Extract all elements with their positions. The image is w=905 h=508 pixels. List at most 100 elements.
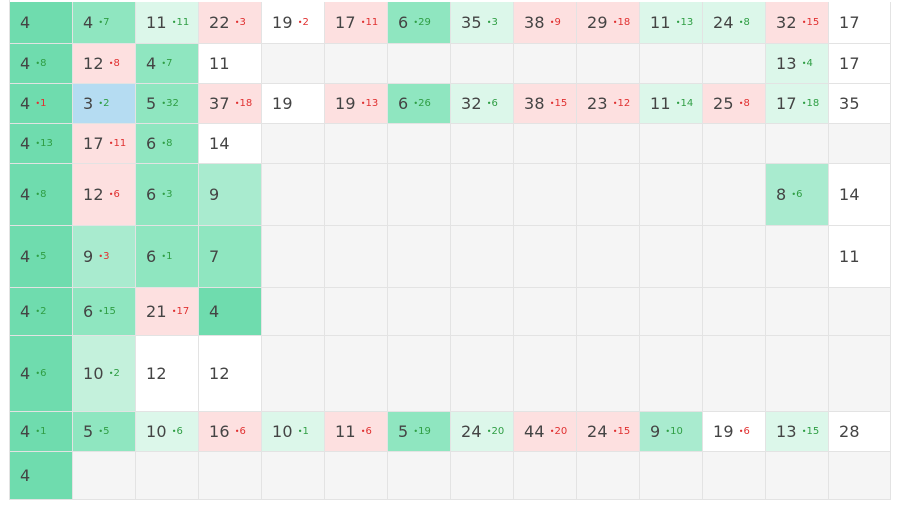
grid-cell[interactable]: 24 •15: [577, 412, 640, 452]
grid-cell[interactable]: 4: [10, 2, 73, 44]
grid-cell[interactable]: 4 •5: [10, 226, 73, 288]
grid-cell[interactable]: 38 •15: [514, 84, 577, 124]
grid-cell[interactable]: 4 •13: [10, 124, 73, 164]
delta-value: 20: [554, 426, 568, 437]
grid-cell[interactable]: 5 •19: [388, 412, 451, 452]
delta-dot-icon: •: [738, 427, 744, 436]
grid-cell[interactable]: 17 •11: [325, 2, 388, 44]
grid-cell-empty: [325, 44, 388, 84]
grid-cell[interactable]: 3 •2: [73, 84, 136, 124]
delta-down-indicator: •3: [235, 17, 246, 28]
cell-value: 21: [146, 302, 167, 321]
grid-cell[interactable]: 11 •6: [325, 412, 388, 452]
delta-dot-icon: •: [35, 190, 41, 199]
grid-cell[interactable]: 32 •6: [451, 84, 514, 124]
grid-cell[interactable]: 8 •6: [766, 164, 829, 226]
delta-down-indicator: •17: [172, 306, 189, 317]
grid-cell-empty: [577, 452, 640, 500]
grid-cell[interactable]: 16 •6: [199, 412, 262, 452]
grid-cell-empty: [388, 452, 451, 500]
grid-cell[interactable]: 13 •4: [766, 44, 829, 84]
cell-value: 17: [335, 13, 356, 32]
grid-cell[interactable]: 38 •9: [514, 2, 577, 44]
grid-cell[interactable]: 28: [829, 412, 891, 452]
delta-value: 3: [239, 17, 246, 28]
grid-cell[interactable]: 17 •11: [73, 124, 136, 164]
delta-dot-icon: •: [98, 307, 104, 316]
cell-value: 32: [461, 94, 482, 113]
grid-cell[interactable]: 12 •6: [73, 164, 136, 226]
grid-cell[interactable]: 10 •2: [73, 336, 136, 412]
grid-cell[interactable]: 9 •3: [73, 226, 136, 288]
grid-cell[interactable]: 21 •17: [136, 288, 199, 336]
grid-cell[interactable]: 11 •11: [136, 2, 199, 44]
grid-cell[interactable]: 4 •1: [10, 84, 73, 124]
grid-cell[interactable]: 6 •1: [136, 226, 199, 288]
grid-cell[interactable]: 4 •2: [10, 288, 73, 336]
grid-cell[interactable]: 35 •3: [451, 2, 514, 44]
grid-cell[interactable]: 4 •7: [136, 44, 199, 84]
grid-cell[interactable]: 4: [10, 452, 73, 500]
delta-value: 17: [176, 306, 190, 317]
grid-cell[interactable]: 35: [829, 84, 891, 124]
delta-value: 6: [113, 189, 120, 200]
grid-cell[interactable]: 19 •2: [262, 2, 325, 44]
grid-cell[interactable]: 23 •12: [577, 84, 640, 124]
grid-cell[interactable]: 4 •8: [10, 164, 73, 226]
grid-cell[interactable]: 12: [136, 336, 199, 412]
grid-cell[interactable]: 4 •6: [10, 336, 73, 412]
grid-cell[interactable]: 19: [262, 84, 325, 124]
grid-cell[interactable]: 12: [199, 336, 262, 412]
grid-cell[interactable]: 24 •8: [703, 2, 766, 44]
grid-cell[interactable]: 11 •14: [640, 84, 703, 124]
grid-cell[interactable]: 5 •5: [73, 412, 136, 452]
grid-cell[interactable]: 19 •13: [325, 84, 388, 124]
grid-cell[interactable]: 6 •26: [388, 84, 451, 124]
grid-cell[interactable]: 19 •6: [703, 412, 766, 452]
grid-cell[interactable]: 4 •1: [10, 412, 73, 452]
grid-cell[interactable]: 17: [829, 44, 891, 84]
grid-cell[interactable]: 32 •15: [766, 2, 829, 44]
grid-cell[interactable]: 4 •7: [73, 2, 136, 44]
delta-value: 5: [40, 251, 47, 262]
grid-cell[interactable]: 17 •18: [766, 84, 829, 124]
grid-cell[interactable]: 4: [199, 288, 262, 336]
grid-cell[interactable]: 25 •8: [703, 84, 766, 124]
grid-cell[interactable]: 29 •18: [577, 2, 640, 44]
delta-value: 2: [40, 306, 47, 317]
cell-value: 19: [272, 94, 293, 113]
grid-cell[interactable]: 11 •13: [640, 2, 703, 44]
grid-cell[interactable]: 22 •3: [199, 2, 262, 44]
grid-cell-empty: [829, 124, 891, 164]
grid-cell[interactable]: 12 •8: [73, 44, 136, 84]
grid-cell[interactable]: 37 •18: [199, 84, 262, 124]
grid-cell[interactable]: 10 •6: [136, 412, 199, 452]
delta-dot-icon: •: [108, 190, 114, 199]
grid-cell[interactable]: 9: [199, 164, 262, 226]
grid-cell[interactable]: 17: [829, 2, 891, 44]
grid-cell[interactable]: 24 •20: [451, 412, 514, 452]
cell-value: 25: [713, 94, 734, 113]
grid-cell[interactable]: 4 •8: [10, 44, 73, 84]
grid-cell[interactable]: 7: [199, 226, 262, 288]
cell-value: 38: [524, 13, 545, 32]
grid-cell[interactable]: 6 •15: [73, 288, 136, 336]
grid-cell[interactable]: 44 •20: [514, 412, 577, 452]
delta-up-indicator: •3: [487, 17, 498, 28]
grid-cell[interactable]: 14: [829, 164, 891, 226]
grid-cell[interactable]: 5 •32: [136, 84, 199, 124]
grid-cell[interactable]: 11: [199, 44, 262, 84]
delta-value: 7: [103, 17, 110, 28]
delta-up-indicator: •13: [676, 17, 693, 28]
grid-cell[interactable]: 9 •10: [640, 412, 703, 452]
cell-value: 11: [650, 94, 671, 113]
cell-value: 3: [83, 94, 94, 113]
grid-cell[interactable]: 14: [199, 124, 262, 164]
grid-cell[interactable]: 13 •15: [766, 412, 829, 452]
grid-cell[interactable]: 11: [829, 226, 891, 288]
delta-up-indicator: •2: [35, 306, 46, 317]
grid-cell[interactable]: 10 •1: [262, 412, 325, 452]
grid-cell[interactable]: 6 •8: [136, 124, 199, 164]
grid-cell[interactable]: 6 •29: [388, 2, 451, 44]
grid-cell[interactable]: 6 •3: [136, 164, 199, 226]
